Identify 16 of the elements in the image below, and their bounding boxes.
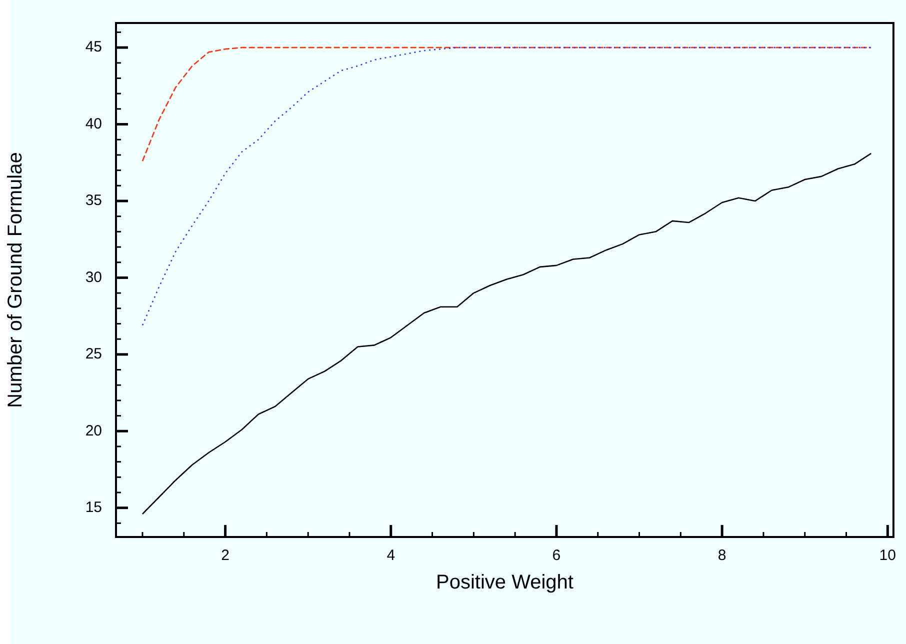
y-tick-label: 25 [85, 346, 102, 363]
y-tick-label: 20 [85, 422, 102, 440]
x-axis-title: Positive Weight [436, 572, 574, 594]
x-tick-label: 10 [879, 547, 896, 564]
x-tick-label: 8 [718, 547, 726, 564]
x-tick-label: 6 [552, 547, 561, 564]
y-tick-label: 30 [85, 268, 102, 286]
line-series [142, 46, 872, 162]
y-tick-label: 40 [85, 115, 102, 132]
line-series [142, 46, 872, 326]
y-tick-label: 35 [85, 192, 102, 210]
y-tick-label: 45 [85, 38, 102, 56]
y-axis-title: Number of Ground Formulae [4, 152, 27, 408]
y-tick-label: 15 [85, 498, 102, 516]
x-tick-label: 4 [386, 547, 396, 564]
x-tick-label: 2 [221, 547, 230, 564]
